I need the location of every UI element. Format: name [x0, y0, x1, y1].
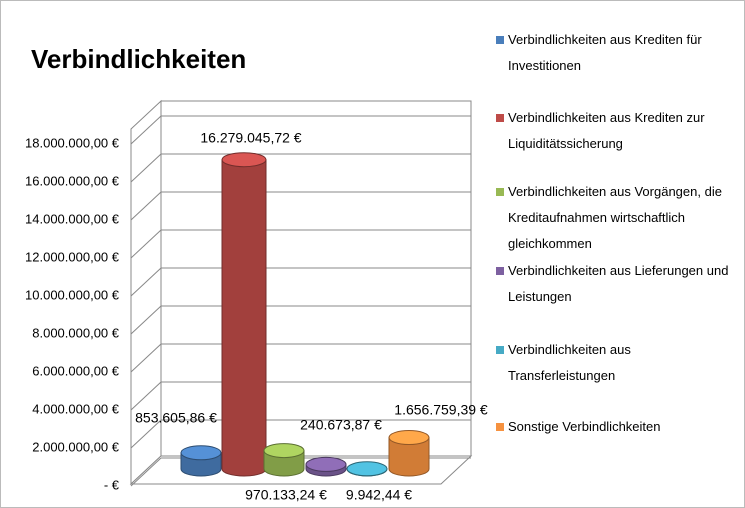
legend-key [496, 267, 504, 275]
y-tick-label: 14.000.000,00 € [25, 211, 120, 226]
grid-line [130, 153, 162, 183]
legend-entry: Verbindlichkeiten aus Lieferungen und Le… [496, 258, 741, 310]
grid-line [130, 115, 162, 145]
chart-title: Verbindlichkeiten [31, 44, 246, 74]
y-tick-label: 2.000.000,00 € [32, 439, 120, 454]
y-tick-label: 10.000.000,00 € [25, 287, 120, 302]
grid-line [130, 267, 162, 297]
legend-label: Verbindlichkeiten aus Vorgängen, die Kre… [508, 184, 722, 251]
legend-entry: Verbindlichkeiten aus Krediten zur Liqui… [496, 105, 741, 157]
legend-entry: Verbindlichkeiten aus Krediten für Inves… [496, 27, 741, 79]
legend-label: Verbindlichkeiten aus Krediten zur Liqui… [508, 110, 705, 151]
bar-top [346, 461, 388, 477]
legend-key [496, 188, 504, 196]
y-tick-label: - € [104, 477, 120, 492]
grid-line [130, 305, 162, 335]
y-tick-label: 16.000.000,00 € [25, 173, 120, 188]
data-label: 1.656.759,39 € [394, 402, 488, 418]
legend-label: Verbindlichkeiten aus Lieferungen und Le… [508, 263, 729, 304]
data-label: 9.942,44 € [346, 487, 412, 503]
legend-key [496, 346, 504, 354]
data-label: 240.673,87 € [300, 417, 382, 433]
y-tick-label: 4.000.000,00 € [32, 401, 120, 416]
legend-entry: Sonstige Verbindlichkeiten [496, 414, 741, 440]
bar-top [263, 443, 305, 459]
legend-key [496, 114, 504, 122]
data-label: 853.605,86 € [135, 410, 217, 426]
y-tick-label: 6.000.000,00 € [32, 363, 120, 378]
legend-key [496, 423, 504, 431]
grid-line [130, 191, 162, 221]
bar-top [180, 445, 222, 461]
legend-label: Verbindlichkeiten aus Transferleistungen [508, 342, 631, 383]
grid-line [130, 457, 162, 487]
grid-line [130, 229, 162, 259]
grid-line [130, 343, 162, 373]
legend-label: Verbindlichkeiten aus Krediten für Inves… [508, 32, 702, 73]
bar-top [388, 430, 430, 446]
data-label: 16.279.045,72 € [200, 130, 301, 146]
bar [221, 159, 267, 477]
bar-top [305, 456, 347, 472]
grid-line [130, 381, 162, 411]
bar-top [221, 152, 267, 168]
legend-label: Sonstige Verbindlichkeiten [508, 419, 661, 434]
y-tick-label: 18.000.000,00 € [25, 135, 120, 150]
grid-line [130, 419, 162, 449]
legend-key [496, 36, 504, 44]
data-label: 970.133,24 € [245, 487, 327, 503]
y-tick-label: 12.000.000,00 € [25, 249, 120, 264]
legend-entry: Verbindlichkeiten aus Transferleistungen [496, 337, 741, 389]
y-tick-label: 8.000.000,00 € [32, 325, 120, 340]
bar [388, 437, 430, 477]
legend-entry: Verbindlichkeiten aus Vorgängen, die Kre… [496, 179, 741, 257]
